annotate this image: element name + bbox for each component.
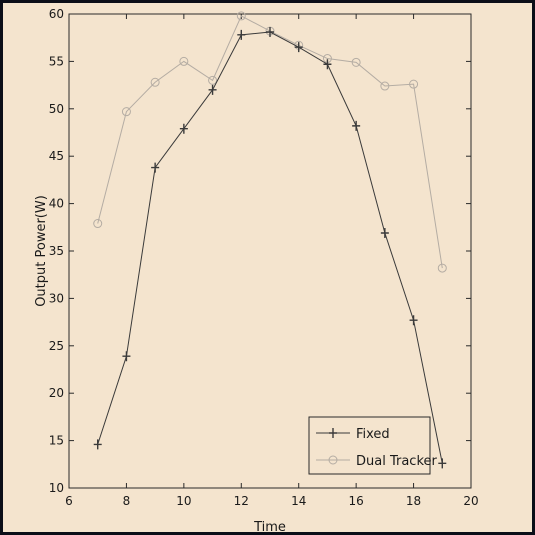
x-tick-label: 6 [65, 494, 73, 508]
x-tick-label: 16 [349, 494, 364, 508]
data-point-fixed [179, 123, 188, 134]
data-point-dual-tracker [121, 107, 131, 117]
y-tick-label: 35 [49, 244, 64, 258]
data-point-fixed [208, 84, 217, 95]
legend-label-dual-tracker: Dual Tracker [356, 454, 438, 469]
data-point-fixed [93, 439, 102, 450]
x-tick-label: 12 [234, 494, 249, 508]
data-point-fixed [409, 315, 418, 326]
legend-marker-dual-tracker [328, 455, 338, 465]
data-point-dual-tracker [179, 56, 189, 66]
data-point-fixed [323, 59, 332, 70]
series-line-fixed [97, 31, 443, 464]
y-tick-label: 10 [49, 481, 64, 495]
series-layer [93, 11, 447, 469]
data-point-dual-tracker [380, 81, 390, 91]
legend-label-fixed: Fixed [356, 427, 390, 442]
data-point-fixed [352, 120, 361, 131]
data-point-fixed [122, 351, 131, 362]
legend: Fixed Dual Tracker [308, 416, 438, 475]
data-point-fixed [151, 162, 160, 173]
data-point-fixed [380, 227, 389, 238]
data-point-dual-tracker [351, 57, 361, 67]
legend-marker-shape [328, 455, 338, 465]
y-tick-label: 55 [49, 54, 64, 68]
series-line-dual-tracker [97, 15, 443, 269]
y-tick-label: 15 [49, 434, 64, 448]
ticks: 6 8 10 12 14 16 18 20 10 15 20 25 30 35 40 45 50 55 60 [49, 7, 479, 508]
y-tick-label: 30 [49, 291, 64, 305]
x-tick-label: 10 [176, 494, 191, 508]
y-tick-label: 25 [49, 339, 64, 353]
data-point-dual-tracker [409, 79, 419, 89]
legend-marker-fixed [329, 428, 337, 438]
legend-marker-shape [329, 428, 337, 438]
legend-box [308, 416, 431, 475]
y-axis-label: Output Power(W) [34, 195, 49, 307]
data-point-dual-tracker [208, 75, 218, 85]
data-point-fixed [266, 27, 274, 38]
data-point-fixed [438, 458, 447, 469]
y-tick-label: 40 [49, 197, 64, 211]
y-tick-label: 20 [49, 386, 64, 400]
y-tick-label: 60 [49, 7, 64, 21]
y-tick-label: 45 [49, 149, 64, 163]
chart-frame [3, 3, 532, 532]
x-tick-label: 20 [463, 494, 478, 508]
x-tick-label: 14 [291, 494, 306, 508]
data-point-dual-tracker [93, 219, 103, 229]
y-tick-label: 50 [49, 102, 64, 116]
x-axis-label: Time [253, 520, 286, 535]
data-point-dual-tracker [437, 263, 447, 273]
data-point-fixed [294, 42, 303, 53]
data-point-fixed [237, 29, 246, 40]
data-point-dual-tracker [236, 11, 246, 21]
data-point-dual-tracker [150, 77, 160, 87]
x-tick-label: 8 [123, 494, 131, 508]
x-tick-label: 18 [406, 494, 421, 508]
